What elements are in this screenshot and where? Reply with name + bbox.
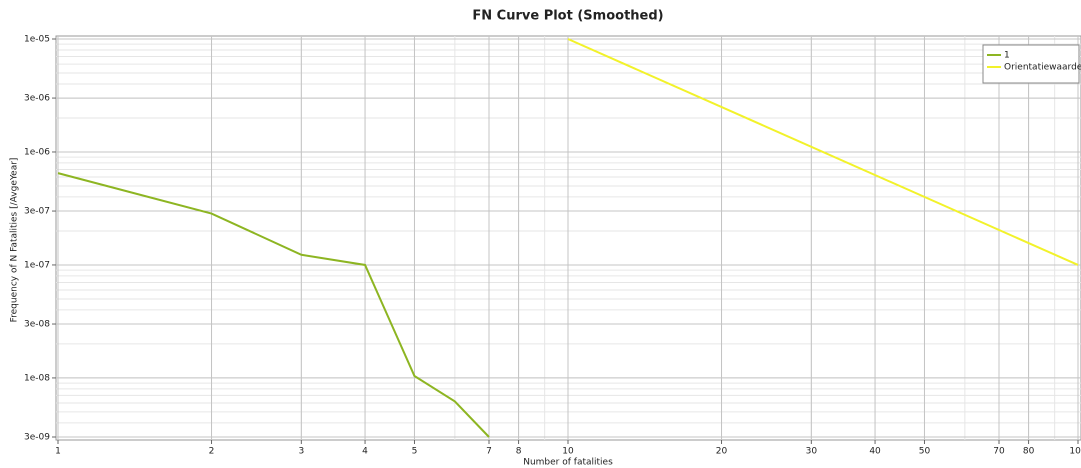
x-tick-label: 7 xyxy=(486,447,492,457)
y-tick-label: 3e-08 xyxy=(24,320,50,330)
y-tick-label: 3e-06 xyxy=(24,94,50,104)
y-tick-label: 3e-07 xyxy=(24,207,50,217)
y-tick-label: 3e-09 xyxy=(24,433,50,443)
x-axis-label: Number of fatalities xyxy=(523,458,613,468)
legend-label: 1 xyxy=(1004,51,1010,61)
x-tick-label: 4 xyxy=(362,447,368,457)
legend-label: Orientatiewaarde xyxy=(1004,63,1081,73)
x-tick-label: 5 xyxy=(412,447,418,457)
y-tick-label: 1e-07 xyxy=(24,260,50,270)
y-tick-label: 1e-06 xyxy=(24,147,50,157)
x-tick-label: 1 xyxy=(55,447,61,457)
x-tick-label: 70 xyxy=(993,447,1005,457)
x-tick-label: 20 xyxy=(716,447,728,457)
x-tick-label: 2 xyxy=(209,447,215,457)
x-tick-label: 50 xyxy=(919,447,931,457)
legend: 1 Orientatiewaarde xyxy=(982,44,1081,84)
y-tick-label: 1e-05 xyxy=(24,35,50,45)
x-tick-label: 100 xyxy=(1069,447,1081,457)
x-tick-label: 3 xyxy=(298,447,304,457)
legend-box xyxy=(982,44,1080,84)
x-tick-label: 40 xyxy=(869,447,881,457)
x-tick-label: 10 xyxy=(562,447,574,457)
x-tick-label: 30 xyxy=(806,447,818,457)
series-line xyxy=(57,172,490,438)
chart-title: FN Curve Plot (Smoothed) xyxy=(472,9,663,24)
y-axis-label: Frequency of N Fatalities [/AvgeYear] xyxy=(10,158,20,323)
x-tick-label: 80 xyxy=(1023,447,1035,457)
x-tick-label: 8 xyxy=(516,447,522,457)
y-tick-label: 1e-08 xyxy=(24,373,50,383)
series-line xyxy=(567,38,1079,266)
